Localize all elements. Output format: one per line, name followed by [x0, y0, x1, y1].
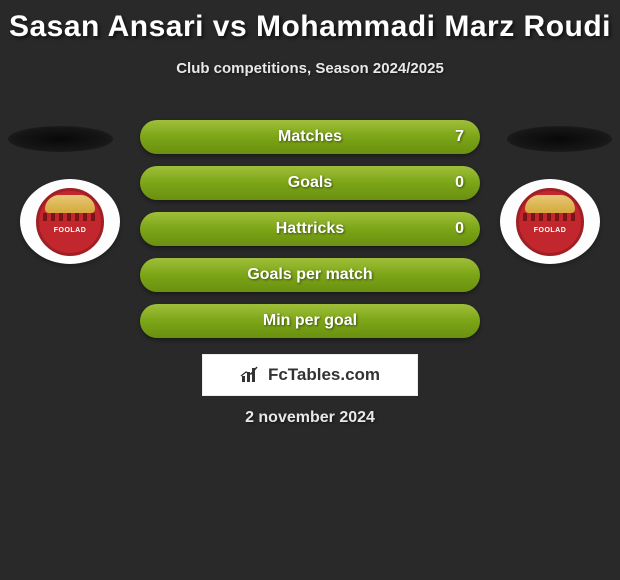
- stat-row-goals: Goals 0: [140, 166, 480, 200]
- stats-container: Matches 7 Goals 0 Hattricks 0 Goals per …: [140, 120, 480, 350]
- stat-value-right: 0: [455, 212, 464, 246]
- stat-label: Matches: [278, 128, 342, 146]
- stat-label: Min per goal: [263, 312, 357, 330]
- stat-label: Goals: [288, 174, 332, 192]
- stat-row-min-per-goal: Min per goal: [140, 304, 480, 338]
- footer-date: 2 november 2024: [0, 409, 620, 427]
- watermark: FcTables.com: [202, 354, 418, 396]
- stat-label: Hattricks: [276, 220, 344, 238]
- page-subtitle: Club competitions, Season 2024/2025: [0, 60, 620, 77]
- watermark-text: FcTables.com: [268, 365, 380, 385]
- badge-inner: FOOLAD: [516, 188, 584, 256]
- badge-disc: FOOLAD: [20, 179, 120, 264]
- bar-chart-icon: [240, 366, 262, 384]
- club-badge-right: FOOLAD: [500, 179, 600, 264]
- player-shadow-left: [8, 126, 113, 152]
- stat-row-goals-per-match: Goals per match: [140, 258, 480, 292]
- badge-arc: [45, 195, 95, 213]
- stat-row-hattricks: Hattricks 0: [140, 212, 480, 246]
- badge-inner: FOOLAD: [36, 188, 104, 256]
- badge-arc: [525, 195, 575, 213]
- badge-stripe: [523, 213, 577, 221]
- badge-text-right: FOOLAD: [519, 227, 581, 234]
- badge-text-left: FOOLAD: [39, 227, 101, 234]
- club-badge-left: FOOLAD: [20, 179, 120, 264]
- stat-row-matches: Matches 7: [140, 120, 480, 154]
- stat-value-right: 0: [455, 166, 464, 200]
- player-shadow-right: [507, 126, 612, 152]
- page-title: Sasan Ansari vs Mohammadi Marz Roudi: [0, 0, 620, 44]
- stat-label: Goals per match: [247, 266, 372, 284]
- stat-value-right: 7: [455, 120, 464, 154]
- badge-stripe: [43, 213, 97, 221]
- badge-disc: FOOLAD: [500, 179, 600, 264]
